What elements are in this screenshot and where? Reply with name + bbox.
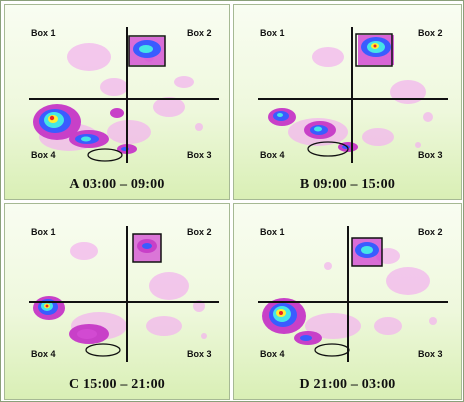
box1-label: Box 1 — [260, 227, 285, 237]
box4-label: Box 4 — [260, 150, 285, 160]
box2-label: Box 2 — [418, 227, 443, 237]
box4-label: Box 4 — [31, 349, 56, 359]
box4-ellipse — [87, 148, 123, 162]
heatmap-c: Box 1 Box 2 Box 3 Box 4 — [29, 226, 219, 362]
box4-label: Box 4 — [31, 150, 56, 160]
heatmap-d: Box 1 Box 2 Box 3 Box 4 — [258, 226, 448, 362]
box2-label: Box 2 — [418, 28, 443, 38]
panel-caption: D 21:00 – 03:00 — [299, 377, 396, 392]
box4-label: Box 4 — [260, 349, 285, 359]
panel-caption: B 09:00 – 15:00 — [299, 177, 396, 192]
box2-rectangle — [132, 233, 162, 263]
heat-blobs — [33, 234, 207, 344]
panel-a: Box 1 Box 2 Box 3 Box 4 A 03:00 – 09:00 — [4, 4, 230, 200]
box2-rectangle — [128, 35, 166, 67]
box3-label: Box 3 — [418, 349, 443, 359]
panel-d: Box 1 Box 2 Box 3 Box 4 D 21:00 – 03:00 — [233, 203, 462, 400]
panel-caption: A 03:00 – 09:00 — [69, 177, 165, 192]
box2-label: Box 2 — [187, 28, 212, 38]
heat-blobs — [33, 37, 203, 154]
heatmap-a: Box 1 Box 2 Box 3 Box 4 — [29, 27, 219, 163]
box2-rectangle — [351, 237, 383, 267]
box1-label: Box 1 — [31, 28, 56, 38]
panel-b: Box 1 Box 2 Box 3 Box 4 B 09:00 – 15:00 — [233, 4, 462, 200]
box2-rectangle — [355, 33, 393, 67]
box3-label: Box 3 — [187, 150, 212, 160]
box2-label: Box 2 — [187, 227, 212, 237]
box1-label: Box 1 — [31, 227, 56, 237]
panel-caption: C 15:00 – 21:00 — [69, 377, 165, 392]
box3-label: Box 3 — [187, 349, 212, 359]
heat-blobs — [262, 238, 437, 345]
box1-label: Box 1 — [260, 28, 285, 38]
box4-ellipse — [307, 141, 349, 157]
heatmap-b: Box 1 Box 2 Box 3 Box 4 — [258, 27, 448, 163]
box4-ellipse — [85, 343, 121, 357]
box3-label: Box 3 — [418, 150, 443, 160]
panel-c: Box 1 Box 2 Box 3 Box 4 C 15:00 – 21:00 — [4, 203, 230, 400]
heat-blobs — [268, 35, 433, 152]
box4-ellipse — [314, 343, 350, 357]
